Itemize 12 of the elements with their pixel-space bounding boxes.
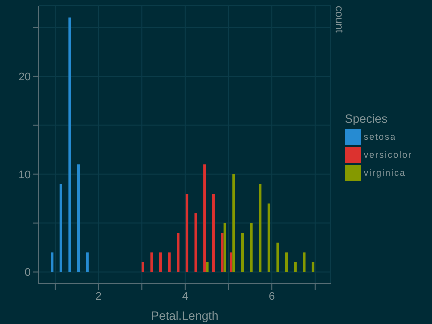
x-axis-title: Petal.Length — [151, 309, 219, 323]
y-tick-label: 10 — [18, 169, 31, 182]
legend-title: Species — [345, 112, 389, 126]
legend-label: versicolor — [364, 150, 413, 160]
legend-label: virginica — [364, 168, 406, 178]
x-tick-label: 6 — [269, 290, 276, 303]
y-tick-label: 20 — [18, 71, 31, 84]
legend-label: setosa — [364, 132, 397, 142]
x-tick-label: 2 — [96, 290, 102, 303]
y-axis-title: count — [333, 6, 345, 33]
y-tick-label: 0 — [24, 267, 31, 280]
x-tick-label: 4 — [182, 290, 188, 303]
